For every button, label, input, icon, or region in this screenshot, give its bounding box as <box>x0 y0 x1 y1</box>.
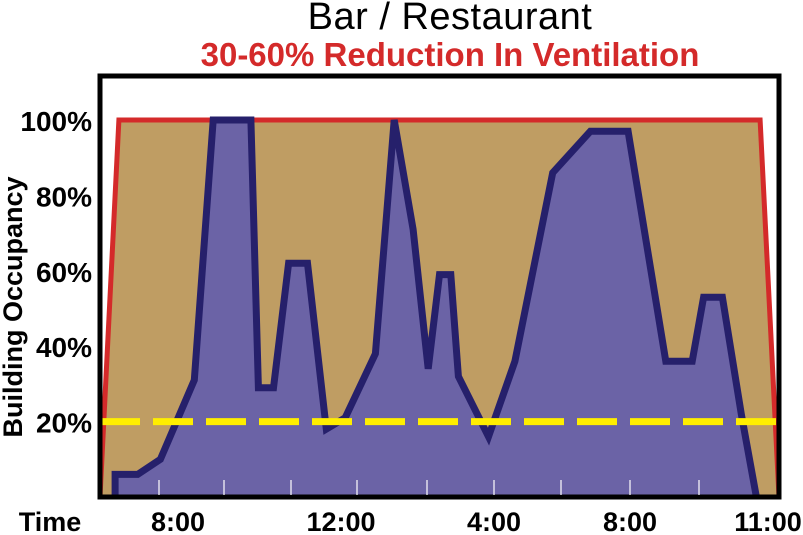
x-axis-label: Time <box>19 507 82 535</box>
x-tick-label: 4:00 <box>467 507 521 535</box>
x-tick-label: 8:00 <box>603 507 657 535</box>
y-tick-label: 40% <box>36 332 92 363</box>
occupancy-line <box>111 116 760 498</box>
x-tick-label: 11:00 <box>734 507 802 535</box>
y-tick-label: 60% <box>36 257 92 288</box>
x-tick-label: 8:00 <box>151 507 205 535</box>
chart-subtitle: 30-60% Reduction In Ventilation <box>200 36 700 73</box>
plot-frame <box>97 73 782 500</box>
ventilation-line <box>97 117 782 498</box>
y-axis-label: Building Occupancy <box>0 176 28 437</box>
y-tick-label: 100% <box>20 106 92 137</box>
y-tick-label: 80% <box>36 181 92 212</box>
x-tick-label: 12:00 <box>306 507 375 535</box>
chart-title: Bar / Restaurant <box>307 0 593 38</box>
y-tick-label: 20% <box>36 408 92 439</box>
